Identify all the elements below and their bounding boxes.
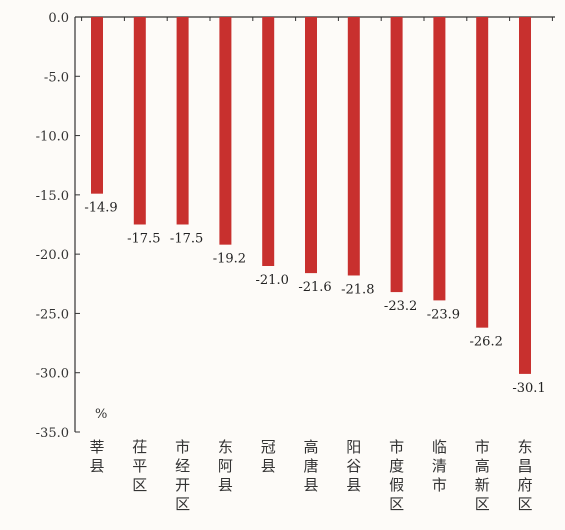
chart-bars: [91, 17, 531, 374]
data-label: -21.6: [298, 280, 331, 295]
bar: [476, 17, 489, 328]
unit-label: %: [95, 407, 107, 422]
chart-axes: 0.0 -5.0 -10.0 -15.0 -20.0 -25.0 -30.0 -35.0: [36, 11, 555, 441]
y-tick-label: -30.0: [36, 367, 69, 382]
data-label: -19.2: [213, 252, 246, 267]
y-tick-label: -35.0: [36, 426, 69, 441]
bar: [91, 17, 103, 194]
category-labels: 莘县 茌平区 市经开区 东阿县 冠县 高唐县 阳谷县 市度假区 临清市 市高新区 东昌府区: [89, 438, 532, 513]
y-tick-label: -25.0: [36, 307, 69, 322]
category-label: 阳谷县: [346, 438, 361, 494]
category-label: 莘县: [89, 438, 104, 475]
data-label: -26.2: [470, 335, 503, 350]
bar: [262, 17, 275, 266]
data-label: -14.9: [84, 201, 117, 216]
data-label: -23.9: [427, 307, 460, 322]
data-label: -23.2: [384, 299, 417, 314]
category-label: 市高新区: [475, 438, 490, 513]
category-label: 高唐县: [303, 438, 318, 494]
data-label: -21.0: [256, 273, 289, 288]
bar: [133, 17, 146, 225]
bar: [433, 17, 446, 301]
category-label: 东昌府区: [517, 438, 532, 513]
data-label: -17.5: [170, 232, 203, 247]
y-tick-label: -5.0: [44, 70, 69, 85]
bar: [390, 17, 403, 293]
category-label: 茌平区: [132, 438, 147, 494]
category-label: 市经开区: [175, 438, 190, 513]
y-tick-label: 0.0: [48, 11, 69, 26]
y-tick-label: -10.0: [36, 130, 69, 145]
category-label: 市度假区: [389, 438, 404, 513]
category-label: 临清市: [432, 438, 447, 494]
bar: [219, 17, 232, 245]
data-label: -30.1: [512, 381, 545, 396]
data-label: -17.5: [127, 232, 160, 247]
y-tick-label: -20.0: [36, 248, 69, 263]
bar: [347, 17, 360, 276]
category-label: 冠县: [261, 438, 276, 475]
category-label: 东阿县: [218, 438, 233, 494]
bar: [519, 17, 531, 374]
bar: [305, 17, 317, 274]
y-tick-label: -15.0: [36, 189, 69, 204]
bar: [176, 17, 189, 225]
data-labels: -14.9 -17.5 -17.5 -19.2 -21.0 -21.6 -21.8 -23.2…: [84, 201, 545, 396]
data-label: -21.8: [341, 282, 374, 297]
